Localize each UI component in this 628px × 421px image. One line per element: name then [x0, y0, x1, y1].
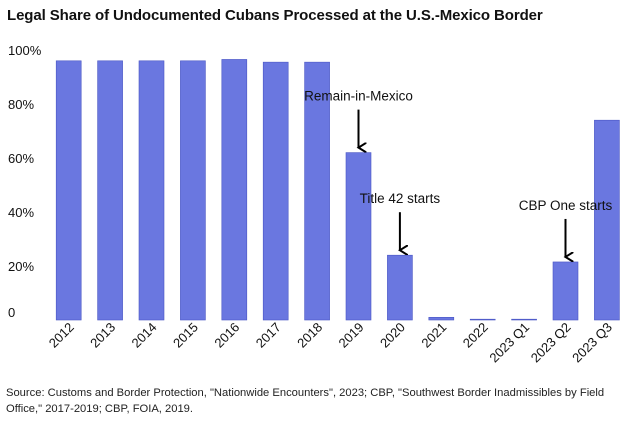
x-tick-label-2017: 2017: [253, 320, 284, 351]
bar-2020: [387, 254, 413, 321]
bar-2013: [97, 60, 123, 321]
x-tick-label-2023-q2: 2023 Q2: [528, 320, 574, 366]
source-note: Source: Customs and Border Protection, "…: [6, 387, 605, 415]
y-tick-label-40: 40%: [8, 205, 34, 220]
x-tick-label-2015: 2015: [170, 320, 201, 351]
bar-2022: [469, 318, 496, 321]
x-tick-label-2023-q3: 2023 Q3: [569, 320, 615, 366]
x-tick-label-2018: 2018: [294, 320, 325, 351]
x-tick-label-2023-q1: 2023 Q1: [486, 320, 532, 366]
annotation-label-2: CBP One starts: [519, 198, 613, 213]
x-tick-label-2021: 2021: [418, 320, 449, 351]
annotation-label-1: Title 42 starts: [360, 191, 441, 206]
annotation-label-0: Remain-in-Mexico: [304, 89, 413, 104]
bar-2021: [428, 316, 455, 321]
x-tick-label-2013: 2013: [87, 320, 118, 351]
chart-title: Legal Share of Undocumented Cubans Proce…: [7, 7, 543, 24]
y-tick-label-0: 0: [8, 305, 15, 320]
bar-2015: [180, 60, 206, 321]
bar-2023-q3: [594, 119, 620, 321]
x-tick-label-2012: 2012: [46, 320, 77, 351]
y-tick-label-60: 60%: [8, 151, 34, 166]
bar-2017: [262, 61, 289, 321]
y-tick-label-100: 100%: [8, 43, 42, 58]
x-tick-label-2020: 2020: [377, 320, 408, 351]
x-tick-label-2019: 2019: [336, 320, 367, 351]
bar-2018: [304, 61, 330, 321]
bar-2014: [138, 60, 165, 321]
bar-2012: [55, 60, 82, 321]
x-tick-label-2022: 2022: [460, 320, 491, 351]
bar-2023-q1: [511, 318, 537, 321]
y-tick-label-20: 20%: [8, 259, 34, 274]
y-tick-label-80: 80%: [8, 97, 34, 112]
x-tick-label-2016: 2016: [211, 320, 242, 351]
bar-chart: 0 20% 40% 60% 80% 100% 2012 2013 2014 2015 2016 20…: [8, 43, 620, 366]
bar-2019: [345, 152, 372, 321]
bar-2023-q2: [552, 261, 579, 321]
bar-2016: [221, 59, 248, 321]
x-tick-label-2014: 2014: [129, 320, 160, 351]
